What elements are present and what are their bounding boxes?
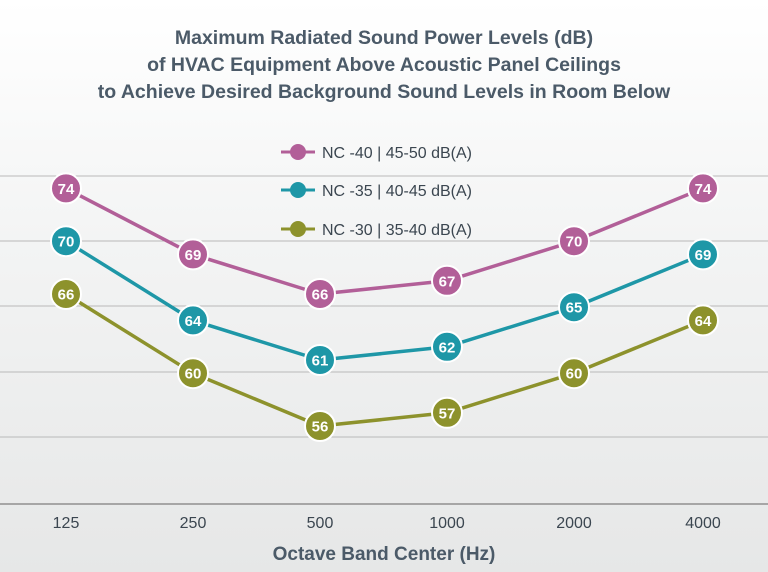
data-point: [304, 278, 336, 310]
x-tick-label: 1000: [429, 515, 465, 532]
legend-item: NC -35 | 40-45 dB(A): [281, 182, 472, 200]
x-tick-labels: 125 250 500 1000 2000 4000: [53, 515, 721, 532]
data-label: 64: [185, 313, 202, 330]
legend: NC -40 | 45-50 dB(A) NC -35 | 40-45 dB(A)…: [281, 144, 472, 239]
x-axis-label: Octave Band Center (Hz): [273, 544, 496, 565]
data-label: 60: [566, 366, 583, 383]
x-tick-label: 125: [53, 515, 80, 532]
data-label: 66: [58, 287, 75, 304]
series: 70 64 61 62 65 69: [50, 225, 719, 376]
data-label: 56: [312, 419, 329, 436]
data-point: [50, 172, 82, 205]
data-point: [50, 225, 82, 258]
data-point: [431, 264, 463, 297]
data-point: [177, 238, 209, 271]
data-point: [687, 172, 719, 205]
chart-title-line-2: of HVAC Equipment Above Acoustic Panel C…: [147, 54, 621, 76]
data-label: 66: [312, 287, 329, 304]
data-point: [431, 330, 463, 363]
data-label: 70: [58, 234, 75, 251]
data-label: 61: [312, 353, 329, 370]
series-line: [65, 239, 704, 362]
chart-title-line-3: to Achieve Desired Background Sound Leve…: [98, 81, 671, 103]
legend-label: NC -30 | 35-40 dB(A): [322, 222, 472, 239]
x-tick-label: 250: [180, 515, 207, 532]
data-label: 60: [185, 366, 202, 383]
data-point: [431, 396, 463, 429]
data-point: [304, 344, 336, 376]
grid: [0, 175, 768, 438]
data-point: [177, 304, 209, 337]
x-tick-label: 4000: [685, 515, 721, 532]
x-tick-label: 500: [307, 515, 334, 532]
data-point: [177, 357, 209, 390]
legend-marker: [290, 221, 306, 237]
series: 66 60 56 57 60 64: [50, 278, 719, 442]
legend-item: NC -40 | 45-50 dB(A): [281, 144, 472, 162]
data-label: 74: [695, 181, 712, 198]
legend-label: NC -40 | 45-50 dB(A): [322, 145, 472, 162]
legend-marker: [290, 144, 306, 160]
data-point: [50, 278, 82, 310]
series-layer: 74 69 66 67 70 74 70 64 61 62 65 69 66 60 56 57 60 64: [50, 172, 719, 442]
legend-item: NC -30 | 35-40 dB(A): [281, 221, 472, 239]
data-label: 70: [566, 234, 583, 251]
data-label: 67: [439, 273, 456, 290]
data-label: 65: [566, 300, 583, 317]
data-point: [558, 225, 590, 258]
series: 74 69 66 67 70 74: [50, 172, 719, 310]
data-label: 57: [439, 405, 456, 422]
chart-title: Maximum Radiated Sound Power Levels (dB)…: [98, 27, 671, 103]
data-label: 69: [695, 247, 712, 264]
data-point: [687, 304, 719, 337]
series-line: [65, 292, 704, 428]
data-label: 74: [58, 181, 75, 198]
chart-title-line-1: Maximum Radiated Sound Power Levels (dB): [175, 27, 593, 49]
data-label: 62: [439, 339, 456, 356]
data-label: 64: [695, 313, 712, 330]
data-point: [304, 410, 336, 442]
series-line: [65, 186, 704, 296]
data-label: 69: [185, 247, 202, 264]
data-point: [558, 291, 590, 324]
x-tick-label: 2000: [556, 515, 592, 532]
legend-marker: [290, 182, 306, 198]
legend-label: NC -35 | 40-45 dB(A): [322, 183, 472, 200]
data-point: [687, 238, 719, 271]
data-point: [558, 357, 590, 390]
